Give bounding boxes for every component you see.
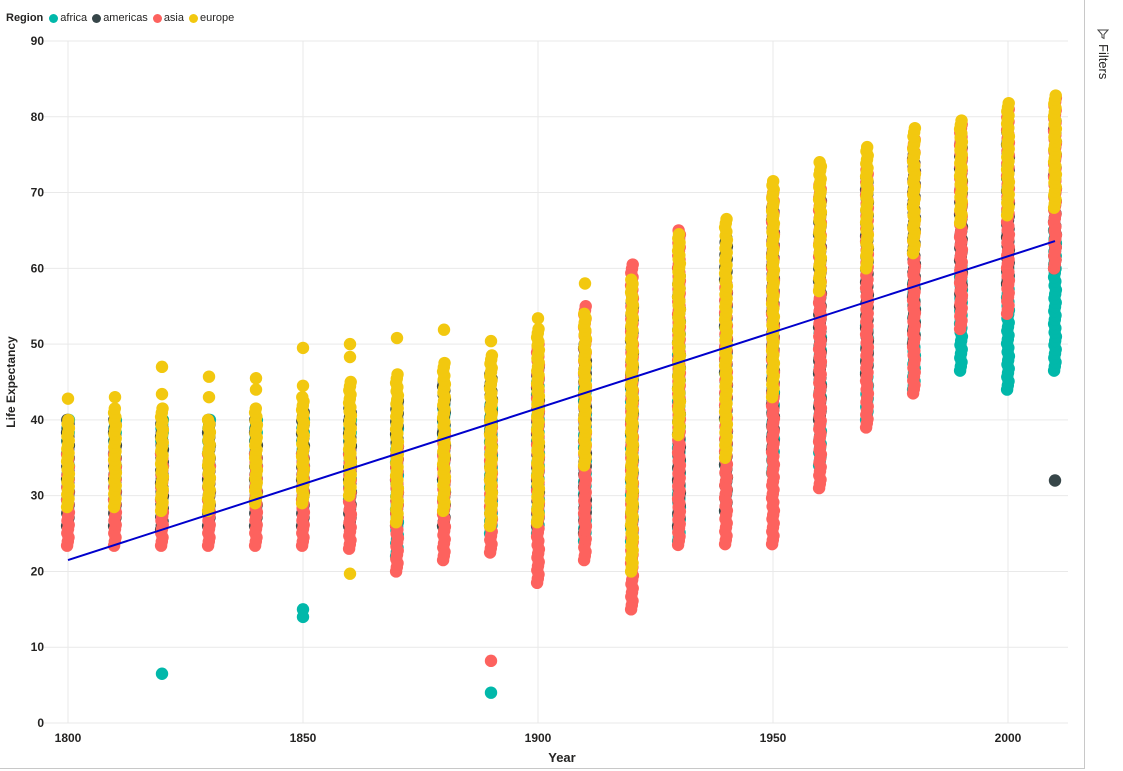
point-africa[interactable] — [484, 686, 498, 699]
legend-title: Region — [6, 12, 44, 24]
point-europe[interactable] — [108, 402, 122, 415]
point-europe[interactable] — [813, 156, 826, 169]
point-asia[interactable] — [484, 654, 498, 668]
filter-icon — [1097, 29, 1109, 40]
legend-label-asia: asia — [163, 12, 184, 24]
point-europe[interactable] — [860, 140, 874, 154]
point-europe[interactable] — [155, 360, 169, 374]
point-europe[interactable] — [296, 341, 310, 355]
point-europe[interactable] — [1049, 89, 1062, 102]
y-tick-label: 80 — [31, 110, 45, 124]
legend-swatch-africa — [49, 13, 59, 23]
point-europe[interactable] — [249, 383, 263, 396]
point-europe[interactable] — [343, 567, 357, 580]
point-asia[interactable] — [626, 258, 639, 271]
legend-label-africa: africa — [60, 12, 88, 24]
y-tick-label: 0 — [37, 716, 44, 730]
y-tick-label: 40 — [31, 413, 45, 427]
point-europe[interactable] — [156, 402, 169, 415]
data-points[interactable] — [60, 89, 1063, 699]
legend-item-americas[interactable]: americas — [92, 12, 148, 24]
point-europe[interactable] — [955, 114, 968, 127]
legend-swatch-europe — [189, 13, 198, 23]
point-europe[interactable] — [532, 322, 545, 336]
point-europe[interactable] — [720, 212, 733, 226]
point-europe[interactable] — [484, 334, 498, 348]
point-europe[interactable] — [531, 312, 545, 325]
visual-frame — [0, 0, 1085, 769]
point-europe[interactable] — [155, 387, 169, 401]
point-europe[interactable] — [202, 390, 216, 404]
point-africa[interactable] — [155, 667, 169, 680]
point-americas[interactable] — [1048, 474, 1062, 487]
y-tick-label: 60 — [31, 261, 45, 275]
point-europe[interactable] — [391, 368, 404, 381]
legend-item-africa[interactable]: africa — [49, 12, 87, 24]
point-europe[interactable] — [202, 370, 216, 383]
point-europe[interactable] — [61, 392, 75, 405]
point-europe[interactable] — [390, 331, 404, 345]
x-tick-label: 1850 — [290, 731, 317, 745]
point-europe[interactable] — [438, 356, 451, 370]
y-tick-label: 90 — [31, 34, 45, 48]
trend-line-group — [67, 240, 1056, 562]
legend-item-asia[interactable]: asia — [152, 12, 184, 24]
y-tick-label: 20 — [31, 564, 45, 578]
legend: Region africa americas asia europe — [6, 10, 239, 26]
point-europe[interactable] — [62, 413, 75, 427]
point-europe[interactable] — [296, 379, 310, 392]
legend-label-americas: americas — [103, 12, 148, 24]
point-europe[interactable] — [108, 390, 122, 404]
y-tick-label: 50 — [31, 337, 45, 351]
y-tick-label: 30 — [31, 489, 45, 503]
point-europe[interactable] — [343, 350, 357, 364]
legend-swatch-americas — [92, 13, 102, 23]
point-europe[interactable] — [766, 174, 780, 188]
point-europe[interactable] — [249, 402, 263, 415]
x-axis-label: Year — [548, 750, 575, 765]
filters-pane[interactable]: Filters — [1087, 0, 1123, 771]
y-tick-label: 70 — [31, 186, 45, 200]
x-tick-label: 1900 — [525, 731, 552, 745]
point-europe[interactable] — [485, 349, 499, 362]
point-europe[interactable] — [201, 413, 215, 427]
point-europe[interactable] — [625, 273, 638, 286]
point-africa[interactable] — [296, 610, 310, 624]
y-axis-label: Life Expectancy — [4, 336, 18, 428]
point-europe[interactable] — [578, 277, 592, 290]
x-tick-label: 2000 — [995, 731, 1022, 745]
axis-ticks: 0 10 20 30 40 50 60 70 80 90 1800 1850 1900 1950 2000 — [31, 34, 1022, 745]
x-tick-label: 1950 — [760, 731, 787, 745]
point-europe[interactable] — [908, 121, 922, 135]
legend-item-europe[interactable]: europe — [189, 12, 234, 24]
point-europe[interactable] — [344, 375, 357, 389]
trend-line — [67, 240, 1056, 562]
point-europe[interactable] — [249, 372, 263, 385]
y-tick-label: 10 — [31, 640, 45, 654]
point-europe[interactable] — [296, 390, 309, 404]
x-tick-label: 1800 — [55, 731, 82, 745]
point-europe[interactable] — [672, 228, 686, 241]
legend-swatch-asia — [152, 13, 162, 23]
point-europe[interactable] — [437, 323, 451, 336]
filters-label[interactable]: Filters — [1096, 44, 1111, 80]
legend-label-europe: europe — [200, 12, 235, 24]
point-europe[interactable] — [1002, 96, 1015, 110]
point-europe[interactable] — [343, 337, 357, 351]
point-europe[interactable] — [578, 307, 591, 320]
